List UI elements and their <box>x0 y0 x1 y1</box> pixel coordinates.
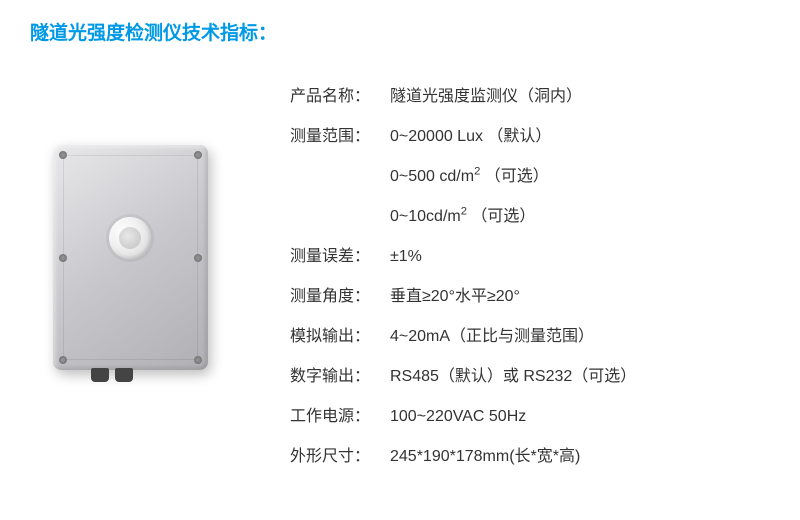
spec-label: 外形尺寸： <box>290 445 390 469</box>
device-enclosure <box>53 145 208 370</box>
cable-gland-icon <box>115 368 133 382</box>
spec-label: 测量范围： <box>290 125 390 149</box>
spec-value: ±1% <box>390 245 770 269</box>
page-title: 隧道光强度检测仪技术指标： <box>30 18 770 45</box>
screw-icon <box>194 356 202 364</box>
spec-label: 数字输出： <box>290 365 390 389</box>
spec-label: 测量角度： <box>290 285 390 309</box>
spec-row-range-opt1: 0~500 cd/m2 （可选） <box>390 165 770 189</box>
spec-value: 245*190*178mm(长*宽*高) <box>390 445 770 469</box>
spec-note: （可选） <box>467 208 535 225</box>
spec-value: 垂直≥20°水平≥20° <box>390 285 770 309</box>
spec-row-product-name: 产品名称： 隧道光强度监测仪（洞内） <box>290 85 770 109</box>
screw-icon <box>59 254 67 262</box>
spec-row-range: 测量范围： 0~20000 Lux （默认） <box>290 125 770 149</box>
device-image-area <box>30 85 230 370</box>
screw-icon <box>59 356 67 364</box>
spec-value: 0~500 cd/m <box>390 168 474 185</box>
spec-label: 产品名称： <box>290 85 390 109</box>
sensor-lens-icon <box>109 217 151 259</box>
specs-list: 产品名称： 隧道光强度监测仪（洞内） 测量范围： 0~20000 Lux （默认… <box>290 85 770 485</box>
content-area: 产品名称： 隧道光强度监测仪（洞内） 测量范围： 0~20000 Lux （默认… <box>30 85 770 485</box>
spec-row-power: 工作电源： 100~220VAC 50Hz <box>290 405 770 429</box>
spec-value: 0~10cd/m <box>390 208 461 225</box>
spec-note: （可选） <box>480 168 548 185</box>
screw-icon <box>194 254 202 262</box>
spec-label: 模拟输出： <box>290 325 390 349</box>
spec-value: 4~20mA（正比与测量范围） <box>390 325 770 349</box>
spec-row-angle: 测量角度： 垂直≥20°水平≥20° <box>290 285 770 309</box>
spec-value: 0~20000 Lux （默认） <box>390 125 770 149</box>
screw-icon <box>194 151 202 159</box>
spec-row-range-opt2: 0~10cd/m2 （可选） <box>390 205 770 229</box>
spec-label: 工作电源： <box>290 405 390 429</box>
spec-row-size: 外形尺寸： 245*190*178mm(长*宽*高) <box>290 445 770 469</box>
spec-row-analog: 模拟输出： 4~20mA（正比与测量范围） <box>290 325 770 349</box>
spec-label: 测量误差： <box>290 245 390 269</box>
spec-row-error: 测量误差： ±1% <box>290 245 770 269</box>
spec-row-digital: 数字输出： RS485（默认）或 RS232（可选） <box>290 365 770 389</box>
cable-gland-icon <box>91 368 109 382</box>
spec-value: 隧道光强度监测仪（洞内） <box>390 85 770 109</box>
spec-value: 100~220VAC 50Hz <box>390 405 770 429</box>
screw-icon <box>59 151 67 159</box>
spec-value: RS485（默认）或 RS232（可选） <box>390 365 770 389</box>
